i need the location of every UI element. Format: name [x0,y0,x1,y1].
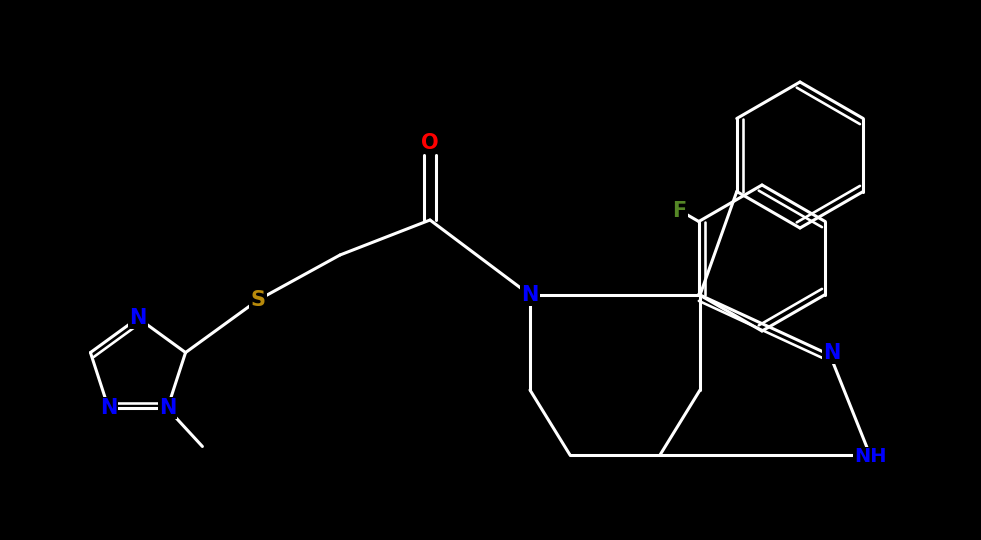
Text: NH: NH [853,448,886,467]
Text: O: O [421,133,439,153]
Text: N: N [129,308,147,328]
Text: N: N [100,399,118,418]
Text: S: S [250,290,266,310]
Text: N: N [159,399,176,418]
Text: N: N [823,343,841,363]
Text: N: N [521,285,539,305]
Text: F: F [673,200,687,220]
